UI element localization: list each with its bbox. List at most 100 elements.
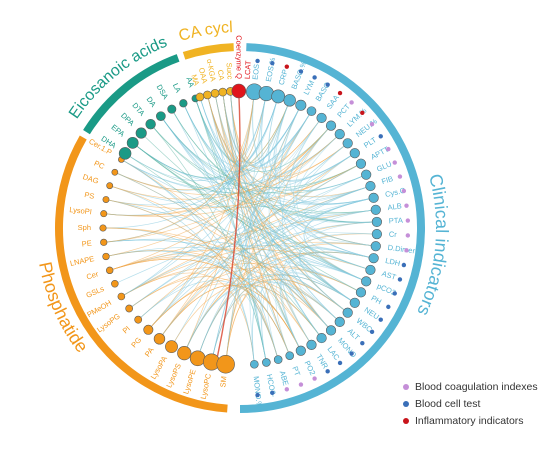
legend-label: Blood coagulation indexes — [415, 380, 538, 393]
link — [160, 186, 369, 338]
category-marker-icon — [378, 317, 383, 322]
legend-item: Blood cell test — [403, 395, 538, 412]
link — [122, 160, 311, 344]
link — [225, 126, 330, 363]
category-marker-icon — [386, 146, 391, 152]
link — [200, 98, 354, 302]
category-marker-icon — [325, 369, 330, 374]
node-label: SAA — [325, 93, 341, 110]
node-label: PS — [84, 190, 96, 201]
node-gsls — [111, 279, 119, 288]
link — [160, 221, 375, 338]
node-epa — [126, 136, 139, 149]
node-label: PE — [81, 239, 92, 249]
link — [149, 126, 330, 329]
category-marker-icon — [284, 64, 290, 69]
link — [301, 164, 369, 204]
node-baso — [306, 106, 317, 116]
node-alb — [370, 204, 381, 215]
node-eos- — [258, 85, 274, 102]
node-la — [179, 99, 188, 108]
link — [279, 281, 330, 344]
node-label: DAG — [82, 172, 100, 186]
node-label: EOS — [251, 64, 262, 81]
category-marker-icon — [325, 82, 330, 87]
category-marker-icon — [255, 58, 260, 64]
link — [126, 95, 267, 181]
node-tnr — [306, 339, 317, 350]
category-marker-icon — [270, 390, 275, 396]
category-marker-icon — [312, 75, 317, 80]
link — [184, 112, 311, 352]
link-coenzyme — [215, 92, 241, 362]
link — [294, 261, 365, 321]
link — [116, 172, 330, 330]
category-marker-icon — [349, 100, 354, 105]
link — [107, 250, 301, 350]
node-ph — [355, 287, 367, 298]
category-marker-icon — [401, 188, 407, 194]
node-ldh — [368, 253, 379, 264]
node-label: ABE — [278, 370, 291, 387]
node-dta — [145, 118, 156, 130]
link — [105, 135, 339, 243]
node-lysopa — [165, 340, 178, 354]
category-marker-icon — [386, 304, 391, 310]
link — [261, 95, 372, 259]
link — [279, 269, 360, 350]
arc-clin — [239, 43, 425, 413]
link — [104, 227, 311, 344]
node-saa — [316, 112, 327, 124]
node-label: TNR — [314, 352, 330, 370]
node-label: LysoPI — [69, 205, 92, 216]
link — [252, 154, 354, 363]
link — [283, 272, 354, 344]
link — [111, 135, 339, 200]
node-lym- — [334, 128, 345, 140]
node-pi — [134, 315, 143, 324]
link — [266, 281, 339, 358]
link — [116, 175, 365, 284]
link — [283, 119, 339, 179]
link — [172, 126, 330, 346]
node-label: PG — [129, 335, 143, 349]
node-sph — [99, 224, 107, 232]
link — [126, 154, 321, 337]
link — [281, 221, 375, 350]
legend-label: Blood cell test — [415, 397, 481, 410]
link — [122, 272, 255, 363]
group-title-tca: TCA cycle — [0, 0, 233, 45]
node-label: LysoPS — [164, 362, 183, 389]
link — [116, 102, 290, 191]
category-marker-icon — [270, 60, 275, 66]
category-marker-icon — [378, 134, 383, 139]
link — [225, 102, 290, 363]
link — [197, 186, 369, 357]
link — [303, 246, 372, 281]
node-oaa — [203, 90, 212, 100]
category-marker-icon — [312, 376, 317, 381]
link — [111, 126, 330, 271]
category-marker-icon — [337, 90, 343, 96]
node-da — [156, 111, 166, 122]
link — [306, 197, 374, 218]
legend-dot-icon — [403, 383, 409, 390]
link — [134, 143, 374, 214]
category-marker-icon — [337, 360, 343, 366]
node-sm — [216, 355, 235, 374]
link — [294, 144, 354, 190]
link — [184, 273, 354, 352]
node-label: PLT — [362, 135, 378, 150]
node-alt — [334, 316, 345, 328]
link — [161, 117, 360, 189]
node-label: CRP — [277, 68, 290, 86]
link — [111, 258, 301, 350]
node--kga — [210, 88, 220, 98]
node-label: PA — [143, 346, 156, 359]
node-label: LDH — [384, 256, 401, 268]
category-marker-icon — [392, 160, 397, 165]
node-pe — [100, 238, 108, 246]
node-label: FIB — [380, 174, 394, 186]
node-label: Sph — [78, 223, 91, 232]
